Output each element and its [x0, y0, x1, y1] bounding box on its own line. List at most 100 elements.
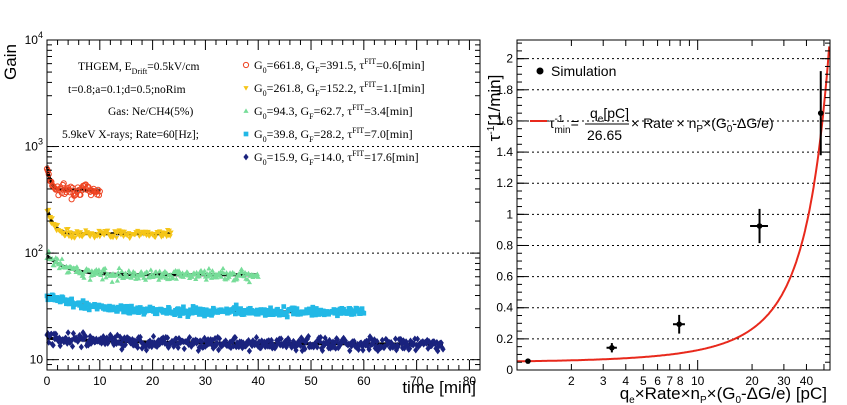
- left-point-series-3: [59, 256, 65, 261]
- left-point-series-4: [233, 302, 239, 308]
- left-point-series-5: [273, 343, 279, 351]
- left-point-series-5: [413, 346, 419, 354]
- left-point-series-2: [77, 230, 84, 235]
- left-point-series-4: [134, 307, 140, 313]
- left-point-series-5: [135, 344, 141, 351]
- left-point-series-5: [327, 344, 333, 352]
- right-x-tick-label: 8: [677, 374, 684, 388]
- right-x-tick-label: 10: [691, 374, 705, 388]
- left-point-series-3: [66, 269, 72, 274]
- left-point-series-4: [266, 312, 272, 317]
- left-point-series-5: [293, 346, 299, 354]
- left-point-series-4: [78, 300, 83, 306]
- left-point-series-4: [331, 307, 337, 312]
- left-point-series-5: [57, 342, 63, 350]
- left-point-series-4: [58, 298, 64, 304]
- left-point-series-4: [312, 309, 317, 314]
- left-point-series-4: [294, 306, 300, 312]
- left-point-series-5: [278, 335, 284, 343]
- left-point-series-5: [332, 339, 338, 346]
- left-point-series-5: [434, 338, 440, 346]
- left-point-series-3: [148, 267, 154, 272]
- right-y-tick-label: 1: [506, 207, 513, 221]
- left-point-series-4: [351, 311, 357, 317]
- legend-simulation-label: Simulation: [551, 63, 616, 79]
- left-point-series-4: [335, 313, 340, 319]
- left-point-series-5: [325, 340, 331, 348]
- left-point-series-3: [255, 274, 261, 279]
- left-point-series-3: [144, 269, 150, 275]
- left-point-series-4: [118, 303, 124, 308]
- left-point-series-5: [334, 336, 341, 343]
- left-point-series-4: [359, 306, 365, 311]
- left-point-series-4: [345, 309, 351, 314]
- left-point-series-5: [256, 338, 262, 346]
- left-point-series-4: [311, 306, 317, 312]
- left-x-axis-title: time [min]: [402, 378, 476, 397]
- left-x-tick-label: 40: [252, 374, 266, 388]
- left-point-series-4: [86, 307, 92, 313]
- left-point-series-3: [155, 273, 161, 279]
- left-point-series-3: [119, 268, 125, 274]
- left-point-series-4: [319, 311, 324, 317]
- legend-marker-series-1: [242, 61, 250, 69]
- left-point-series-3: [116, 265, 122, 270]
- left-point-series-4: [123, 306, 129, 312]
- left-point-series-3: [189, 274, 195, 279]
- left-point-series-5: [427, 339, 433, 347]
- left-point-series-3: [114, 278, 121, 283]
- right-x-tick-label: 4: [622, 374, 629, 388]
- left-point-series-4: [235, 307, 241, 312]
- left-point-series-5: [355, 346, 362, 354]
- left-point-series-3: [220, 265, 226, 271]
- right-y-tick-label: 1.4: [496, 145, 513, 159]
- left-point-series-4: [232, 305, 237, 310]
- left-point-series-3: [231, 271, 238, 276]
- left-point-series-5: [388, 338, 394, 346]
- legend-fit-numerator: qe[pC]: [590, 105, 629, 125]
- left-point-series-5: [55, 337, 62, 345]
- left-x-tick-label: 20: [146, 374, 160, 388]
- left-point-series-4: [232, 311, 238, 317]
- left-point-series-5: [186, 333, 193, 341]
- left-point-series-5: [150, 332, 157, 340]
- left-point-series-3: [102, 265, 108, 271]
- left-point-series-1: [57, 185, 65, 192]
- left-point-series-3: [186, 275, 193, 281]
- left-point-series-5: [50, 341, 56, 349]
- left-point-series-2: [105, 228, 111, 234]
- right-axis-ticks: 0 0.2 0.4 0.6 0.8 1 1.2 1.4 1.6 1.8 2 2 3 4 5 6 7 8 10 20 30…: [496, 40, 830, 388]
- left-fit-curves: [45, 165, 443, 346]
- left-point-series-4: [69, 296, 74, 302]
- legend-fit-rest: × Rate × nP×(G0-ΔG/e): [631, 115, 774, 135]
- left-point-series-4: [48, 294, 53, 300]
- left-point-series-2: [111, 233, 117, 239]
- left-point-series-5: [314, 343, 320, 351]
- left-point-series-4: [165, 309, 170, 314]
- left-point-series-1: [74, 184, 81, 191]
- left-x-tick-label: 70: [410, 374, 424, 388]
- left-point-series-5: [48, 330, 55, 338]
- legend-label-series-5: G0=15.9, GF=14.0, τFIT=17.6[min]: [254, 149, 419, 167]
- left-point-series-1: [96, 188, 103, 195]
- legend-label-series-1: G0=661.8, GF=391.5, τFIT=0.6[min]: [254, 57, 425, 75]
- left-point-series-5: [259, 337, 265, 345]
- right-x-tick-label: 7: [666, 374, 673, 388]
- legend-fit-tau: τ-1 min=: [549, 114, 579, 136]
- left-point-series-5: [318, 333, 324, 341]
- right-x-tick-label: 40: [800, 374, 814, 388]
- left-point-series-5: [374, 338, 380, 345]
- left-point-series-5: [216, 335, 223, 342]
- left-point-series-3: [96, 267, 102, 272]
- left-point-series-5: [364, 342, 370, 350]
- left-point-series-5: [348, 342, 355, 350]
- left-point-series-5: [175, 344, 181, 351]
- left-point-series-5: [83, 333, 89, 340]
- left-x-tick-label: 0: [44, 374, 51, 388]
- left-point-series-4: [291, 305, 297, 311]
- left-y-tick-label: 10: [30, 353, 44, 367]
- left-point-series-4: [316, 312, 322, 317]
- left-point-series-3: [149, 271, 155, 276]
- left-point-series-3: [98, 272, 104, 277]
